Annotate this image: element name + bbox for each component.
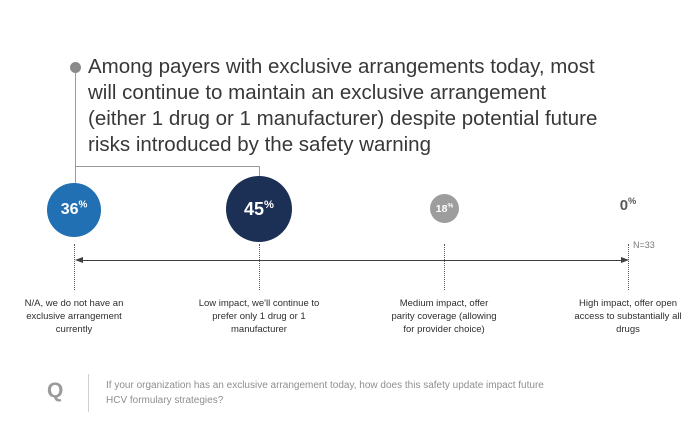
- dropline: [444, 244, 445, 290]
- connector-line-vertical: [259, 166, 260, 177]
- bullet-icon: [70, 62, 81, 73]
- percent-sign: %: [78, 199, 88, 211]
- percent-sign: %: [628, 196, 637, 206]
- category-label-high: High impact, offer open access to substa…: [574, 298, 682, 335]
- dropline: [628, 244, 629, 290]
- question-mark-label: Q: [47, 379, 64, 402]
- bubble-value: 45%: [244, 198, 274, 219]
- bubble-low-impact: 45%: [226, 176, 292, 242]
- dropline: [259, 244, 260, 290]
- category-label-medium: Medium impact, offer parity coverage (al…: [391, 298, 497, 335]
- chart-title-line: (either 1 drug or 1 manufacturer) despit…: [88, 107, 598, 130]
- bubble-value: 36%: [60, 199, 88, 218]
- bubble-medium-impact: 18%: [430, 194, 459, 223]
- category-label-low: Low impact, we'll continue to prefer onl…: [198, 298, 320, 335]
- percent-sign: %: [447, 202, 454, 209]
- sample-size-label: N=33: [633, 240, 655, 250]
- axis-line: [81, 260, 623, 261]
- connector-line-vertical: [75, 73, 76, 183]
- divider: [88, 374, 89, 412]
- chart-title: Among payers with exclusive arrangements…: [88, 54, 597, 158]
- bubble-na: 36%: [47, 183, 101, 237]
- arrow-left-icon: [75, 257, 83, 263]
- chart-title-line: risks introduced by the safety warning: [88, 133, 431, 156]
- percent-sign: %: [264, 198, 274, 211]
- chart-title-line: will continue to maintain an exclusive a…: [88, 81, 547, 104]
- connector-line-horizontal: [75, 166, 259, 167]
- survey-question-line: If your organization has an exclusive ar…: [106, 380, 544, 391]
- survey-question-line: HCV formulary strategies?: [106, 395, 224, 406]
- survey-question: If your organization has an exclusive ar…: [106, 378, 544, 408]
- bubble-value: 18%: [435, 202, 454, 215]
- dropline: [74, 244, 75, 290]
- chart-title-line: Among payers with exclusive arrangements…: [88, 55, 595, 78]
- category-label-na: N/A, we do not have an exclusive arrange…: [24, 298, 124, 335]
- value-high-impact: 0%: [619, 196, 637, 214]
- arrow-right-icon: [621, 257, 629, 263]
